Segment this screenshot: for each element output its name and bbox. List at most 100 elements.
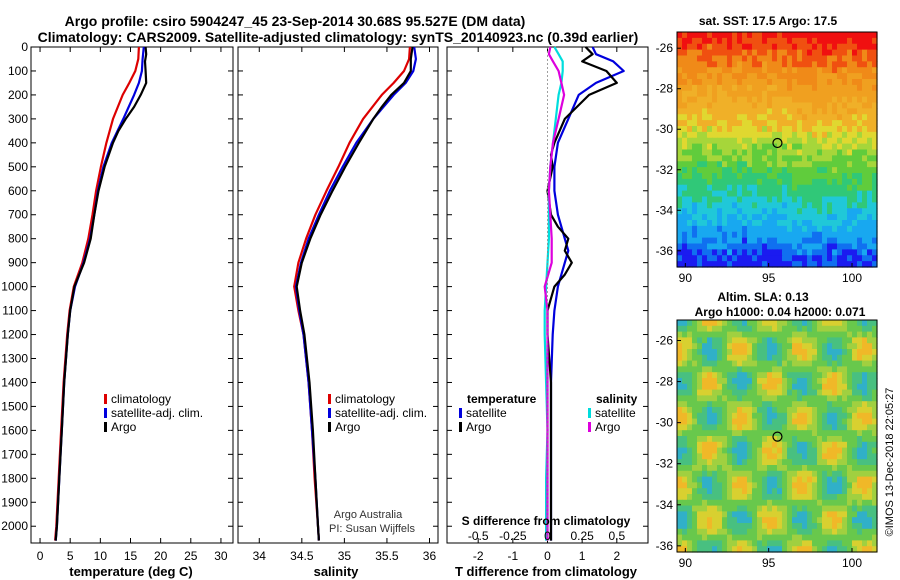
sla-map-cell (782, 523, 788, 530)
sst-map-cell (792, 155, 798, 162)
sst-map-cell (817, 120, 823, 127)
sla-map-cell (762, 424, 768, 431)
title-line-1: Argo profile: csiro 5904247_45 23-Sep-20… (65, 13, 526, 29)
sst-map-cell (747, 225, 753, 233)
sst-map-cell (682, 37, 688, 45)
sst-map-cell (772, 243, 778, 250)
sla-map-cell (787, 337, 793, 344)
sst-map-cell (872, 37, 878, 45)
sla-map-cell (722, 436, 728, 443)
sst-map-cell (762, 102, 768, 109)
sla-map-cell (872, 389, 878, 396)
sst-map-cell (807, 190, 813, 198)
sst-map-cell (842, 220, 848, 227)
sst-map-cell (827, 37, 833, 45)
sla-map-cell (767, 325, 773, 333)
sla-map-cell (712, 343, 718, 350)
sla-map-cell (677, 465, 683, 472)
sla-map-cell (737, 511, 743, 518)
sst-map-cell (712, 49, 718, 57)
sla-map-cell (737, 343, 743, 350)
sla-map-cell (757, 412, 763, 420)
sla-map-cell (807, 360, 813, 367)
sst-map-cell (872, 79, 878, 86)
sla-map-cell (732, 337, 738, 344)
sla-map-cell (717, 430, 723, 437)
sla-map-cell (747, 523, 753, 530)
sla-map-cell (852, 534, 858, 541)
sla-map-cell (822, 395, 828, 402)
sla-map-cell (862, 401, 868, 408)
sla-map-cell (792, 534, 798, 541)
sst-map-cell (692, 255, 698, 262)
sla-map-cell (747, 499, 753, 507)
sst-map-cell (692, 214, 698, 221)
sla-map-cell (682, 534, 688, 541)
sla-map-cell (702, 325, 708, 333)
sst-map-cell (867, 243, 873, 250)
sla-map-cell (792, 412, 798, 420)
sst-map-cell (847, 202, 853, 209)
sla-map-cell (872, 494, 878, 501)
sla-map-cell (757, 534, 763, 541)
sla-map-cell (727, 372, 733, 379)
sla-map-cell (727, 470, 733, 478)
sst-map-cell (787, 137, 793, 145)
sst-map-cell (687, 137, 693, 145)
sla-map-cell (697, 528, 703, 536)
sla-map-cell (757, 470, 763, 478)
sst-map-cell (827, 190, 833, 198)
sla-map-cell (762, 320, 768, 327)
sst-map-cell (707, 190, 713, 198)
sst-map-cell (852, 167, 858, 174)
sla-map-cell (867, 494, 873, 501)
sst-map-cell (777, 220, 783, 227)
sst-map-cell (742, 237, 748, 245)
sla-map-cell (762, 546, 768, 553)
sst-map-cell (872, 149, 878, 156)
sst-map-cell (772, 237, 778, 245)
sst-map-cell (792, 196, 798, 203)
sla-map-cell (727, 325, 733, 333)
sla-map-cell (837, 331, 843, 338)
sst-map-cell (737, 67, 743, 74)
sst-map-cell (802, 208, 808, 215)
sla-map-cell (867, 360, 873, 367)
sla-map-cell (832, 372, 838, 379)
sst-map-cell (777, 167, 783, 174)
diff-t-legend-swatch (459, 408, 462, 418)
sst-map-cell (867, 173, 873, 180)
sla-map-cell (852, 488, 858, 495)
sla-map-cell (837, 372, 843, 379)
sla-map-cell (682, 378, 688, 385)
sst-map-cell (727, 126, 733, 133)
sla-map-cell (752, 349, 758, 356)
sst-map-cell (777, 208, 783, 215)
sla-map-cell (817, 320, 823, 327)
sst-map-cell (717, 32, 723, 39)
sla-map-cell (787, 494, 793, 501)
sla-map-cell (862, 447, 868, 454)
sla-map-cell (792, 511, 798, 518)
sst-map-cell (802, 126, 808, 133)
sla-map-cell (772, 395, 778, 402)
sla-map-cell (707, 418, 713, 425)
sla-map-cell (817, 453, 823, 460)
sst-map-cell (842, 114, 848, 121)
sst-map-cell (822, 231, 828, 239)
sst-map-cell (782, 61, 788, 68)
sla-map-cell (697, 366, 703, 373)
sst-map-cell (692, 225, 698, 233)
sla-map-cell (712, 424, 718, 431)
sla-map-cell (807, 331, 813, 338)
sst-map-cell (707, 114, 713, 121)
sst-map-cell (707, 173, 713, 180)
sst-map-cell (852, 214, 858, 221)
sla-map-cell (782, 401, 788, 408)
sla-map-cell (772, 412, 778, 420)
sst-map-cell (777, 61, 783, 68)
sla-map-cell (722, 354, 728, 362)
sla-map-cell (732, 447, 738, 454)
sla-map-cell (787, 540, 793, 547)
sla-map-cell (857, 401, 863, 408)
